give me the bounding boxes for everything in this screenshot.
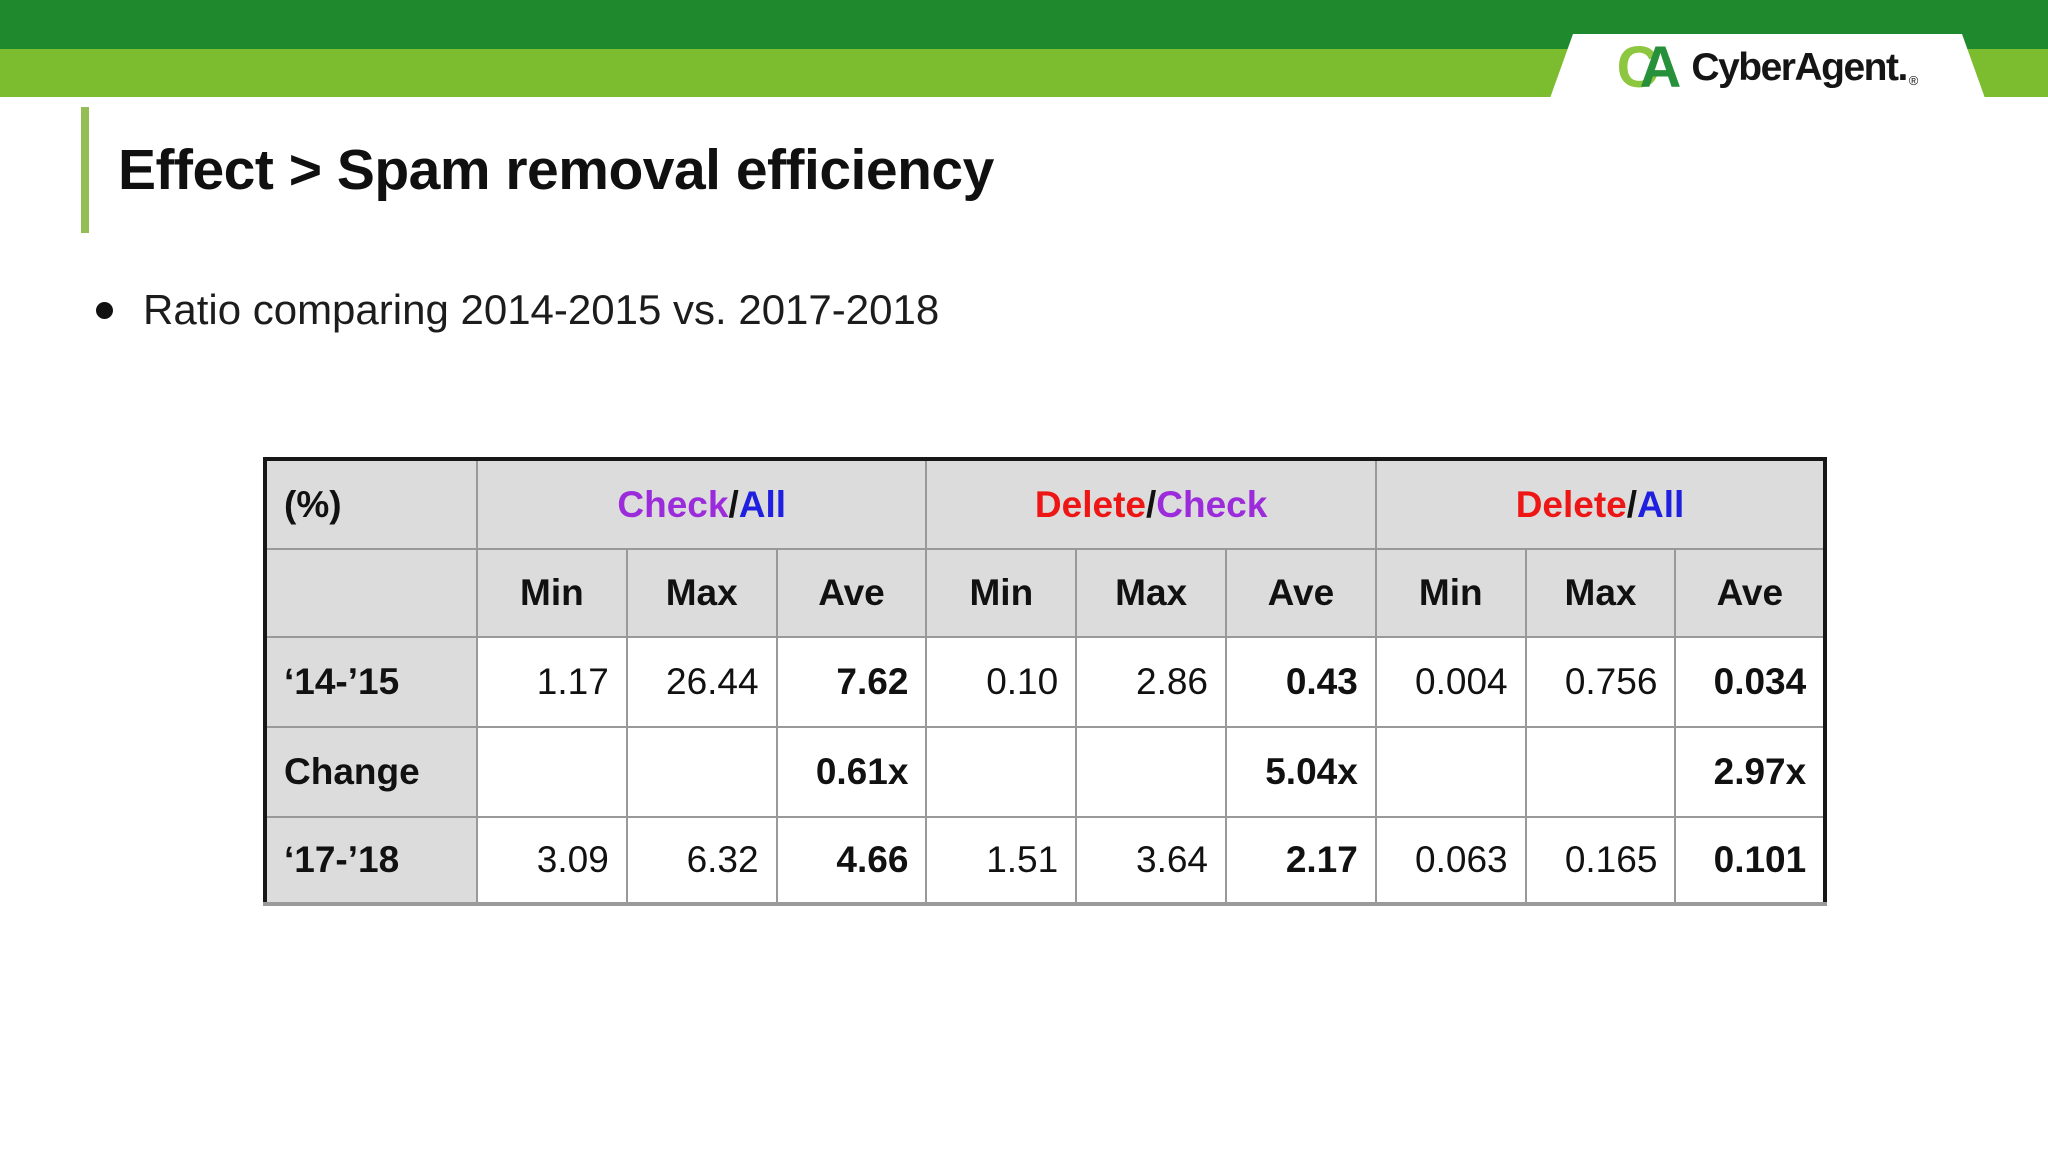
value-cell: 1.17 [476,636,628,728]
value-cell [1075,726,1228,818]
subheader-cell: Ave [775,548,928,638]
subheader-cell: Max [1075,548,1228,638]
group-numerator: Delete [1034,483,1146,525]
logo-mark-a-icon: A [1639,34,1682,100]
value-cell-ave: 5.04x [1225,726,1377,818]
value-cell-ave: 0.101 [1674,816,1827,905]
row-label-cell: Change [264,726,478,818]
group-denominator: Check [1156,483,1268,525]
row-label-cell: ‘14-’15 [264,636,478,728]
value-cell-ave: 0.034 [1674,636,1827,728]
value-cell: 3.64 [1075,816,1228,905]
title-accent-bar [81,107,89,233]
value-cell [925,726,1078,818]
page-title: Effect > Spam removal efficiency [118,138,994,202]
corner-label-cell: (%) [264,458,478,550]
value-cell [625,726,778,818]
group-slash: / [1145,483,1157,525]
bullet-icon [96,301,113,319]
logo-mark-c-icon: C [1616,34,1659,100]
value-cell: 3.09 [476,816,628,905]
group-denominator: All [738,483,787,525]
subheader-cell: Min [1374,548,1527,638]
bullet-text: Ratio comparing 2014-2015 vs. 2017-2018 [143,286,940,333]
row-label-cell: ‘17-’18 [264,816,478,905]
group-slash: / [728,483,739,525]
subheader-cell: Max [625,548,778,638]
sub-header-row: Min Max Ave Min Max Ave Min Max Ave [264,548,1827,638]
logo-wordmark: CyberAgent. [1691,45,1908,89]
value-cell: 0.165 [1524,816,1677,905]
group-denominator: All [1637,483,1685,525]
value-cell: 0.063 [1374,816,1527,905]
group-numerator: Check [617,483,729,525]
value-cell-ave: 2.17 [1225,816,1377,905]
group-header-row: (%) Check/All Delete/Check Delete/All [264,458,1827,550]
group-numerator: Delete [1515,483,1627,525]
value-cell: 26.44 [625,636,778,728]
efficiency-table: (%) Check/All Delete/Check Delete/All Mi… [263,457,1828,906]
value-cell [1524,726,1677,818]
value-cell: 0.004 [1374,636,1527,728]
value-cell [1374,726,1527,818]
subheader-cell: Ave [1674,548,1827,638]
group-header-check-all: Check/All [475,458,928,550]
table-row-14-15: ‘14-’15 1.17 26.44 7.62 0.10 2.86 0.43 0… [264,636,1827,728]
value-cell: 2.86 [1075,636,1228,728]
value-cell-ave: 7.62 [775,636,928,728]
value-cell: 6.32 [625,816,778,905]
value-cell: 1.51 [925,816,1078,905]
value-cell-ave: 4.66 [775,816,928,905]
value-cell-ave: 0.43 [1225,636,1377,728]
group-header-delete-all: Delete/All [1374,458,1827,550]
group-slash: / [1626,483,1638,525]
value-cell-ave: 0.61x [775,726,928,818]
subheader-cell: Min [925,548,1078,638]
registered-mark: ® [1908,72,1919,88]
group-header-delete-check: Delete/Check [925,458,1377,550]
value-cell: 0.10 [925,636,1078,728]
subheader-cell: Max [1524,548,1677,638]
table-row-change: Change 0.61x 5.04x 2.97x [264,726,1827,818]
empty-corner-cell [264,548,478,638]
value-cell: 0.756 [1524,636,1677,728]
subheader-cell: Ave [1225,548,1377,638]
table-row-17-18: ‘17-’18 3.09 6.32 4.66 1.51 3.64 2.17 0.… [264,816,1827,905]
value-cell [476,726,628,818]
subheader-cell: Min [476,548,628,638]
value-cell-ave: 2.97x [1674,726,1827,818]
bullet-item: Ratio comparing 2014-2015 vs. 2017-2018 [96,283,939,337]
